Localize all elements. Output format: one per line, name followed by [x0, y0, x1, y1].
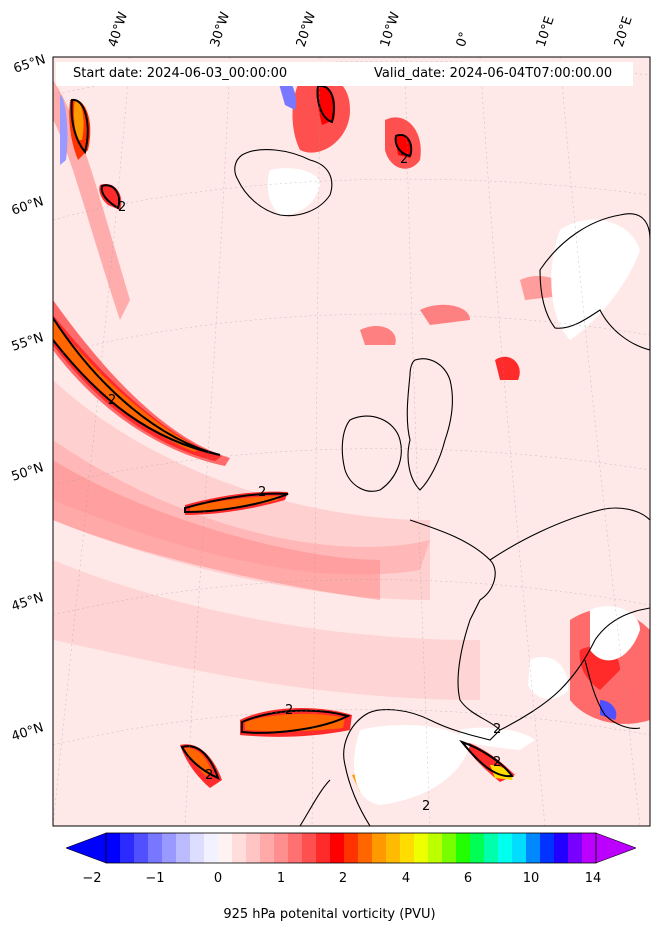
- colorbar-segment: [484, 833, 499, 863]
- colorbar-segment: [120, 833, 135, 863]
- colorbar-segment: [498, 833, 513, 863]
- colorbar-tick-label: 14: [584, 871, 602, 886]
- colorbar-segment: [232, 833, 247, 863]
- colorbar-segment: [288, 833, 303, 863]
- colorbar-segment: [316, 833, 331, 863]
- colorbar-segment: [568, 833, 583, 863]
- map-frame: [52, 56, 651, 827]
- colorbar-segment: [386, 833, 401, 863]
- graticule: [53, 57, 650, 826]
- contour-label: 2: [422, 799, 430, 814]
- header-box: [56, 62, 633, 86]
- colorbar-tick-label: 4: [401, 871, 411, 886]
- colorbar-segment: [204, 833, 219, 863]
- pv-contours: [53, 84, 514, 780]
- pv-field: [53, 57, 650, 826]
- contour-label: 2: [493, 755, 501, 770]
- colorbar-segment: [330, 833, 345, 863]
- colorbar-segment: [246, 833, 261, 863]
- colorbar-segment: [190, 833, 205, 863]
- colorbar-segment: [512, 833, 527, 863]
- colorbar-segment: [554, 833, 569, 863]
- contour-label: 2: [285, 703, 293, 718]
- colorbar-segment: [414, 833, 429, 863]
- colorbar-segment: [400, 833, 415, 863]
- colorbar: [66, 832, 636, 864]
- contour-label-group: 2 2 2 2 2 2 2 2 2: [108, 152, 501, 814]
- colorbar-tick-label: 10: [522, 871, 540, 886]
- colorbar-segment: [134, 833, 149, 863]
- start-date-label: Start date: 2024-06-03_00:00:00: [73, 66, 288, 81]
- colorbar-segment: [148, 833, 163, 863]
- colorbar-segment: [582, 833, 597, 863]
- colorbar-segment: [106, 833, 121, 863]
- colorbar-segment: [428, 833, 443, 863]
- contour-label: 2: [108, 393, 116, 408]
- colorbar-segment: [456, 833, 471, 863]
- colorbar-tick-label: 6: [463, 871, 473, 886]
- colorbar-extend-left: [66, 832, 107, 864]
- colorbar-tick-label: −2: [82, 871, 102, 886]
- colorbar-segment: [218, 833, 233, 863]
- coastlines: [234, 149, 650, 826]
- colorbar-segment: [274, 833, 289, 863]
- colorbar-segment: [358, 833, 373, 863]
- colorbar-tick-label: −1: [145, 871, 165, 886]
- colorbar-segment: [176, 833, 191, 863]
- colorbar-segment: [344, 833, 359, 863]
- colorbar-segment: [302, 833, 317, 863]
- contour-label: 2: [400, 152, 408, 167]
- colorbar-segment: [470, 833, 485, 863]
- colorbar-segment: [260, 833, 275, 863]
- colorbar-extend-right: [595, 832, 636, 864]
- colorbar-tick-label: 0: [213, 871, 223, 886]
- colorbar-segment: [372, 833, 387, 863]
- contour-label: 2: [205, 768, 213, 783]
- colorbar-segment: [162, 833, 177, 863]
- colorbar-segment: [540, 833, 555, 863]
- valid-date-label: Valid_date: 2024-06-04T07:00:00.00: [374, 66, 613, 81]
- colorbar-tick-label: 2: [338, 871, 348, 886]
- contour-label: 2: [493, 722, 501, 737]
- contour-label: 2: [258, 485, 266, 500]
- colorbar-segment: [442, 833, 457, 863]
- colorbar-segment: [526, 833, 541, 863]
- colorbar-title: 925 hPa potenital vorticity (PVU): [223, 907, 436, 922]
- colorbar-tick-label: 1: [276, 871, 286, 886]
- contour-label: 2: [118, 200, 126, 215]
